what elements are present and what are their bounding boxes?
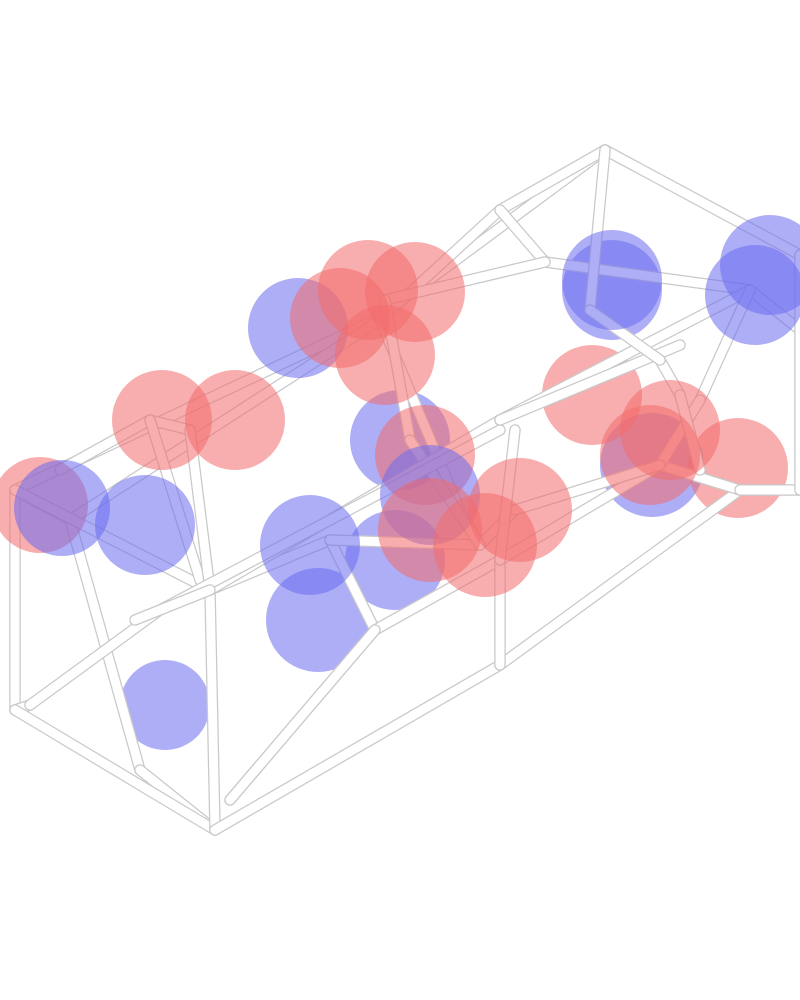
positive-lobe <box>335 305 435 405</box>
frame-rod <box>129 584 216 626</box>
orbital-lobes-front <box>0 215 800 597</box>
frame-rod <box>204 584 221 836</box>
frame-rod <box>9 704 221 836</box>
frame-rod <box>24 604 166 711</box>
frame-rod <box>224 624 381 806</box>
negative-lobe <box>120 660 210 750</box>
positive-lobe <box>112 370 212 470</box>
positive-lobe <box>185 370 285 470</box>
negative-lobe <box>266 568 370 672</box>
negative-lobe <box>14 460 110 556</box>
frame-rod <box>494 144 611 216</box>
positive-lobe <box>468 458 572 562</box>
negative-lobe <box>260 495 360 595</box>
frame-rod <box>494 484 746 671</box>
positive-lobe <box>600 405 700 505</box>
frame-rod <box>209 659 506 836</box>
negative-lobe <box>562 230 662 330</box>
negative-lobe <box>95 475 195 575</box>
negative-lobe <box>705 245 800 345</box>
frame-rod <box>494 204 551 268</box>
